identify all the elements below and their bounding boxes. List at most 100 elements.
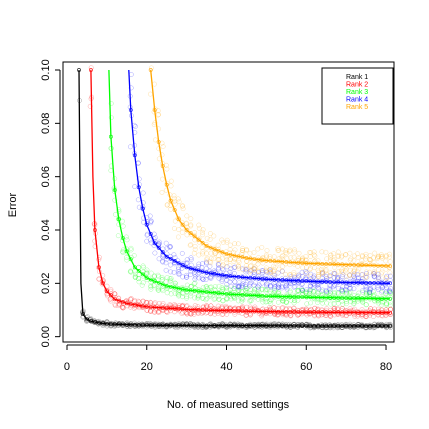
scatter-point	[159, 152, 165, 158]
scatter-point	[168, 262, 173, 268]
scatter-point	[259, 321, 265, 327]
scatter-point	[304, 308, 309, 314]
series-point-3	[372, 296, 377, 301]
series-point-4	[292, 278, 297, 283]
scatter-point	[359, 313, 365, 319]
scatter-point	[108, 298, 114, 304]
scatter-point	[156, 300, 162, 306]
series-point-3	[168, 284, 173, 289]
scatter-point	[364, 324, 369, 330]
scatter-point	[228, 283, 234, 289]
scatter-point	[188, 231, 194, 237]
y-tick-label: 0.08	[40, 113, 52, 134]
scatter-point	[235, 263, 241, 269]
scatter-point	[259, 280, 265, 286]
scatter-point	[167, 244, 173, 250]
scatter-point	[384, 273, 390, 279]
series-point-2	[116, 298, 121, 303]
scatter-point	[128, 321, 134, 327]
scatter-point	[327, 312, 333, 318]
scatter-point	[232, 247, 238, 253]
series-point-2	[260, 309, 265, 314]
scatter-point	[348, 289, 354, 295]
scatter-point	[388, 312, 394, 318]
scatter-point	[228, 272, 234, 278]
scatter-point	[332, 282, 338, 288]
series-point-3	[348, 296, 353, 301]
scatter-point	[315, 306, 321, 312]
scatter-point	[188, 293, 194, 299]
series-point-2	[336, 310, 341, 315]
scatter-point	[148, 308, 154, 314]
series-point-2	[232, 309, 237, 313]
series-point-4	[368, 281, 373, 285]
scatter-point	[291, 300, 297, 306]
series-point-2	[360, 310, 365, 315]
scatter-point	[356, 290, 362, 296]
scatter-point	[127, 304, 133, 310]
series-point-5	[264, 258, 269, 263]
scatter-point	[296, 322, 302, 327]
series-point-5	[340, 262, 345, 267]
scatter-point	[244, 258, 249, 264]
series-point-3	[284, 294, 289, 299]
scatter-point	[300, 257, 305, 263]
scatter-point	[252, 286, 258, 292]
scatter-point	[152, 300, 158, 306]
scatter-point	[347, 272, 353, 278]
scatter-point	[319, 292, 325, 297]
series-point-2	[348, 310, 353, 315]
series-point-1	[348, 324, 353, 328]
scatter-point	[252, 324, 257, 330]
series-point-1	[164, 323, 169, 328]
scatter-point	[140, 305, 145, 310]
series-point-4	[384, 281, 388, 286]
scatter-point	[188, 216, 194, 222]
scatter-point	[331, 257, 337, 262]
scatter-point	[359, 261, 365, 267]
scatter-point	[132, 123, 138, 129]
scatter-point	[363, 251, 369, 257]
scatter-point	[351, 271, 357, 277]
scatter-point	[167, 302, 173, 308]
scatter-point	[252, 266, 258, 272]
series-point-2	[352, 310, 357, 315]
scatter-point	[300, 255, 306, 261]
scatter-point	[372, 270, 378, 276]
scatter-point	[204, 259, 209, 265]
scatter-point	[172, 303, 178, 308]
scatter-point	[244, 247, 250, 253]
scatter-point	[144, 300, 150, 305]
scatter-point	[159, 176, 165, 182]
series-point-3	[252, 293, 257, 298]
series-point-1	[93, 320, 97, 324]
scatter-point	[319, 325, 325, 330]
series-point-4	[316, 279, 321, 284]
scatter-point	[168, 291, 174, 297]
scatter-point	[304, 270, 310, 276]
scatter-point	[366, 290, 372, 296]
scatter-point	[343, 287, 349, 293]
series-point-1	[184, 323, 189, 328]
scatter-point	[211, 233, 217, 239]
scatter-point	[236, 282, 242, 288]
scatter-point	[155, 321, 161, 327]
series-point-3	[240, 292, 245, 297]
series-point-5	[196, 237, 201, 242]
scatter-point	[216, 296, 222, 302]
series-point-2	[268, 309, 273, 314]
series-point-5	[188, 231, 193, 236]
series-point-5	[272, 259, 277, 264]
scatter-point	[308, 271, 314, 277]
scatter-point	[184, 282, 190, 288]
series-point-2	[240, 309, 245, 314]
scatter-point	[267, 290, 273, 296]
scatter-point	[132, 275, 138, 280]
series-point-3	[312, 295, 317, 300]
scatter-point	[387, 277, 393, 283]
scatter-point	[375, 256, 380, 261]
scatter-point	[220, 255, 226, 261]
scatter-point	[135, 276, 141, 281]
scatter-point	[351, 267, 357, 273]
scatter-point	[255, 284, 261, 290]
